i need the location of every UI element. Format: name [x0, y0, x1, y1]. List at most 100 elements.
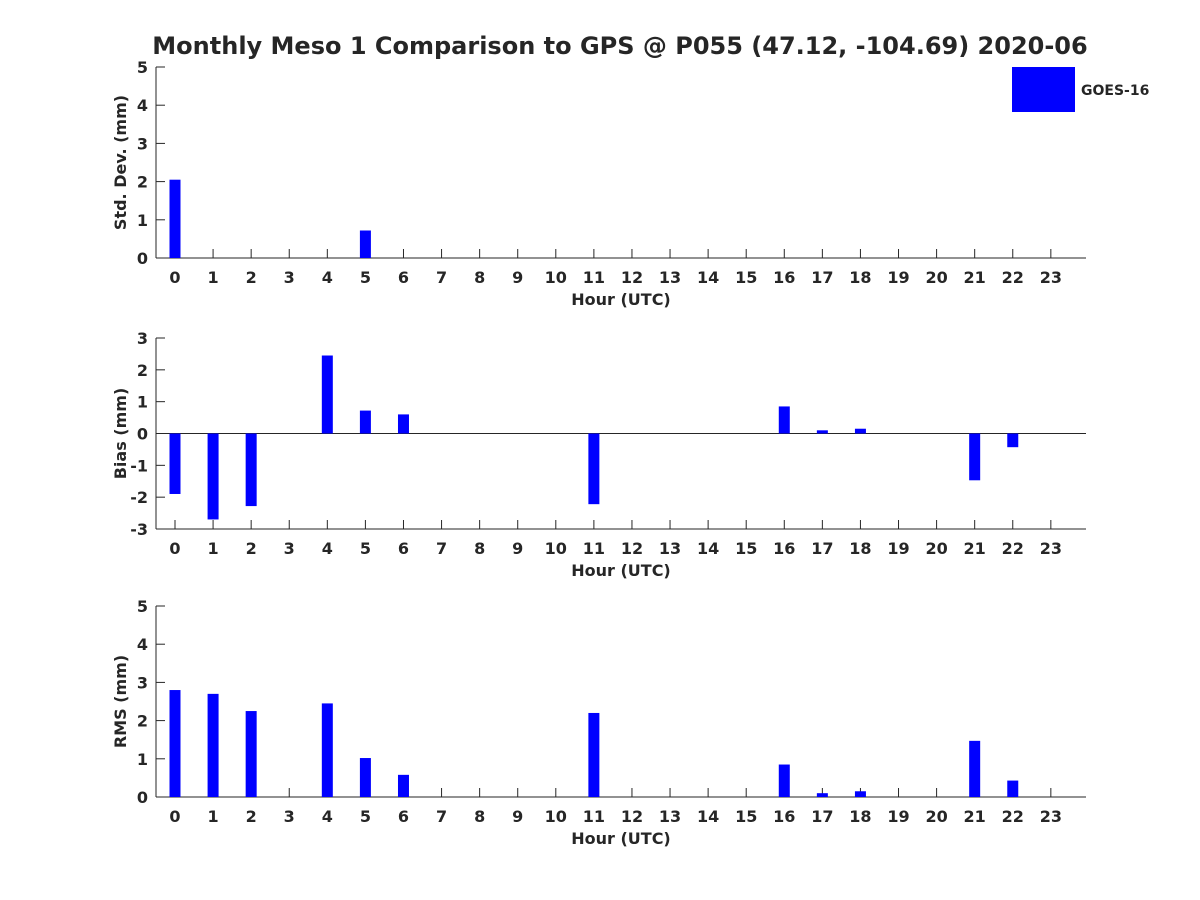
y-tick-label: 4 [137, 635, 148, 654]
bar-hour-22 [1007, 433, 1019, 448]
x-tick-label: 7 [436, 539, 447, 558]
x-tick-label: 16 [773, 268, 795, 287]
x-tick-label: 22 [1002, 539, 1024, 558]
bar-hour-11 [588, 433, 600, 505]
bar-hour-4 [321, 355, 333, 434]
x-tick-label: 0 [169, 268, 180, 287]
x-tick-label: 23 [1040, 807, 1062, 826]
y-tick-label: 1 [137, 211, 148, 230]
x-tick-label: 14 [697, 539, 719, 558]
bar-hour-21 [969, 433, 981, 481]
bar-hour-1 [207, 433, 219, 520]
bar-hour-2 [245, 433, 257, 507]
x-tick-label: 17 [811, 539, 833, 558]
x-tick-label: 0 [169, 807, 180, 826]
y-tick-label: 5 [137, 58, 148, 77]
y-tick-label: 2 [137, 712, 148, 731]
x-tick-label: 21 [964, 268, 986, 287]
bar-hour-0 [169, 433, 181, 494]
chart-title: Monthly Meso 1 Comparison to GPS @ P055 … [152, 32, 1087, 60]
x-tick-label: 9 [512, 268, 523, 287]
x-tick-label: 16 [773, 807, 795, 826]
x-tick-label: 15 [735, 268, 757, 287]
x-axis-label: Hour (UTC) [571, 290, 671, 309]
y-tick-label: -2 [130, 488, 148, 507]
y-tick-label: 1 [137, 393, 148, 412]
y-tick-label: 4 [137, 96, 148, 115]
x-tick-label: 10 [545, 539, 567, 558]
x-tick-label: 12 [621, 807, 643, 826]
x-tick-label: 15 [735, 539, 757, 558]
x-tick-label: 5 [360, 539, 371, 558]
x-tick-label: 0 [169, 539, 180, 558]
y-axis-label: Bias (mm) [111, 388, 130, 480]
bar-hour-0 [169, 690, 181, 797]
x-tick-label: 2 [246, 268, 257, 287]
x-tick-label: 1 [208, 807, 219, 826]
x-tick-label: 20 [925, 268, 947, 287]
y-tick-label: 2 [137, 361, 148, 380]
x-tick-label: 7 [436, 268, 447, 287]
x-tick-label: 17 [811, 807, 833, 826]
x-tick-label: 1 [208, 268, 219, 287]
x-tick-label: 2 [246, 539, 257, 558]
y-tick-label: 3 [137, 329, 148, 348]
x-tick-label: 20 [925, 807, 947, 826]
x-tick-label: 12 [621, 539, 643, 558]
legend-swatch [1012, 67, 1075, 112]
bar-hour-17 [816, 793, 828, 797]
y-tick-label: 3 [137, 134, 148, 153]
x-tick-label: 6 [398, 539, 409, 558]
bar-hour-6 [397, 414, 409, 434]
y-tick-label: 5 [137, 597, 148, 616]
x-tick-label: 8 [474, 268, 485, 287]
y-tick-label: 0 [137, 249, 148, 268]
x-tick-label: 22 [1002, 268, 1024, 287]
y-tick-label: -3 [130, 520, 148, 539]
x-tick-label: 21 [964, 807, 986, 826]
legend-label: GOES-16 [1081, 83, 1149, 99]
x-tick-label: 14 [697, 807, 719, 826]
bar-hour-1 [207, 693, 219, 797]
x-tick-label: 8 [474, 807, 485, 826]
x-tick-label: 19 [887, 268, 909, 287]
y-tick-label: 0 [137, 788, 148, 807]
x-tick-label: 11 [583, 807, 605, 826]
x-tick-label: 5 [360, 268, 371, 287]
x-tick-label: 4 [322, 807, 333, 826]
x-tick-label: 14 [697, 268, 719, 287]
y-tick-label: 1 [137, 750, 148, 769]
y-tick-label: 2 [137, 173, 148, 192]
bar-hour-5 [359, 410, 371, 434]
x-tick-label: 4 [322, 539, 333, 558]
bar-hour-21 [969, 740, 981, 797]
bar-hour-18 [854, 791, 866, 797]
chart-legend: GOES-16 [1012, 67, 1149, 112]
x-tick-label: 7 [436, 807, 447, 826]
y-axis-label: RMS (mm) [111, 655, 130, 748]
x-tick-label: 21 [964, 539, 986, 558]
x-tick-label: 23 [1040, 268, 1062, 287]
x-tick-label: 19 [887, 539, 909, 558]
x-tick-label: 11 [583, 268, 605, 287]
bar-hour-4 [321, 703, 333, 797]
bar-hour-11 [588, 712, 600, 797]
x-tick-label: 6 [398, 807, 409, 826]
x-tick-label: 8 [474, 539, 485, 558]
x-tick-label: 9 [512, 539, 523, 558]
x-tick-label: 1 [208, 539, 219, 558]
bar-hour-18 [854, 428, 866, 434]
x-tick-label: 9 [512, 807, 523, 826]
x-tick-label: 10 [545, 268, 567, 287]
x-tick-label: 19 [887, 807, 909, 826]
bar-hour-22 [1007, 780, 1019, 797]
x-tick-label: 18 [849, 807, 871, 826]
bar-hour-6 [397, 774, 409, 797]
x-tick-label: 15 [735, 807, 757, 826]
x-tick-label: 3 [284, 807, 295, 826]
x-tick-label: 23 [1040, 539, 1062, 558]
